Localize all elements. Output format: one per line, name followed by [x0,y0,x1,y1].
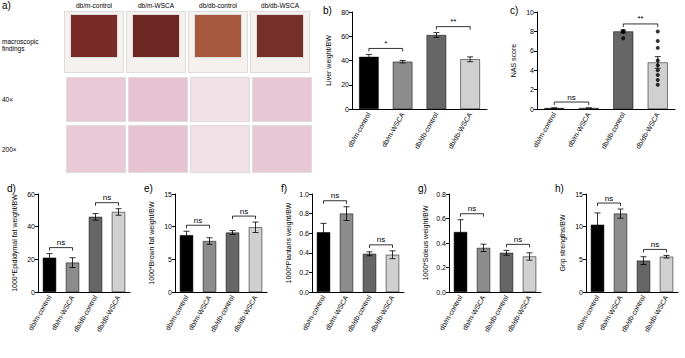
svg-text:db/db-control: db/db-control [620,294,647,333]
svg-text:8: 8 [530,28,534,35]
svg-text:0.2: 0.2 [436,264,446,271]
svg-text:db/db-control: db/db-control [483,294,510,333]
svg-text:5: 5 [168,256,172,263]
svg-text:0.6: 0.6 [299,230,309,237]
svg-text:db/db-control: db/db-control [413,111,440,150]
svg-text:db/m-WSCA: db/m-WSCA [566,111,592,148]
svg-text:db/m-WSCA: db/m-WSCA [187,294,213,331]
svg-text:ns: ns [194,216,202,225]
svg-text:40: 40 [27,223,35,230]
svg-text:db/m-control: db/m-control [164,294,190,332]
svg-text:b): b) [323,5,332,16]
svg-text:0.0: 0.0 [299,289,309,296]
svg-text:1000*Plantaris weight/BW: 1000*Plantaris weight/BW [285,202,293,283]
svg-text:db/db-WSCA: db/db-WSCA [95,294,122,333]
svg-text:ns: ns [651,240,659,249]
svg-text:0: 0 [530,106,534,113]
svg-text:NAS score: NAS score [510,44,517,78]
svg-text:db/m-WSCA: db/m-WSCA [324,294,350,331]
svg-text:db/m-control: db/m-control [532,111,558,149]
svg-text:40: 40 [341,57,349,64]
svg-text:db/db-WSCA: db/db-WSCA [634,111,661,150]
svg-text:5: 5 [579,256,583,263]
svg-text:db/db-WSCA: db/db-WSCA [643,294,670,333]
svg-text:80: 80 [341,9,349,16]
svg-text:ns: ns [468,204,476,213]
html-text:db/db-control: db/db-control [199,2,237,9]
svg-text:db/db-WSCA: db/db-WSCA [369,294,396,333]
svg-text:db/m-control: db/m-control [301,294,327,332]
svg-text:d): d) [7,183,16,194]
svg-text:6: 6 [530,47,534,54]
svg-text:db/m-control: db/m-control [346,111,372,149]
html-text:db/m-WSCA: db/m-WSCA [137,2,175,9]
svg-text:db/db-WSCA: db/db-WSCA [232,294,259,333]
svg-text:15: 15 [164,191,172,198]
svg-text:0.6: 0.6 [436,215,446,222]
svg-text:0.4: 0.4 [299,249,309,256]
svg-text:c): c) [510,5,518,16]
html-text:db/db-WSCA: db/db-WSCA [261,2,299,9]
svg-text:ns: ns [240,207,248,216]
svg-text:0.0: 0.0 [436,289,446,296]
svg-text:ns: ns [567,93,575,102]
svg-text:10: 10 [526,9,534,16]
svg-text:**: ** [637,14,643,23]
svg-text:0.8: 0.8 [436,191,446,198]
svg-text:0: 0 [345,106,349,113]
svg-text:db/db-WSCA: db/db-WSCA [506,294,533,333]
svg-text:0: 0 [31,289,35,296]
svg-text:ns: ns [103,193,111,202]
svg-text:db/m-WSCA: db/m-WSCA [50,294,76,331]
svg-text:60: 60 [341,33,349,40]
svg-text:20: 20 [341,81,349,88]
html-text:macroscopic findings: macroscopic findings [2,38,39,52]
svg-text:2: 2 [530,86,534,93]
svg-text:db/m-control: db/m-control [575,294,601,332]
svg-text:db/m-WSCA: db/m-WSCA [598,294,624,331]
svg-text:ns: ns [57,238,65,247]
svg-text:15: 15 [575,191,583,198]
svg-text:g): g) [418,183,427,194]
svg-text:Liver weight/BW: Liver weight/BW [325,35,333,86]
svg-text:db/m-control: db/m-control [27,294,53,332]
svg-text:e): e) [144,183,153,194]
svg-text:0: 0 [168,289,172,296]
svg-text:1000*Brown fat weight/BW: 1000*Brown fat weight/BW [148,201,156,285]
svg-text:1.0: 1.0 [299,191,309,198]
svg-text:0: 0 [579,289,583,296]
svg-text:20: 20 [27,256,35,263]
svg-text:0.2: 0.2 [299,269,309,276]
svg-text:10: 10 [575,223,583,230]
svg-text:ns: ns [514,235,522,244]
svg-text:db/m-control: db/m-control [438,294,464,332]
svg-text:60: 60 [27,191,35,198]
svg-text:1000*Epididymal fat weight/BW: 1000*Epididymal fat weight/BW [11,194,19,292]
svg-text:Grip strengths/BW: Grip strengths/BW [559,214,567,272]
svg-text:0.4: 0.4 [436,240,446,247]
svg-text:db/db-control: db/db-control [346,294,373,333]
svg-text:**: ** [450,17,456,26]
svg-text:ns: ns [331,191,339,200]
svg-text:db/m-WSCA: db/m-WSCA [461,294,487,331]
svg-text:ns: ns [605,194,613,203]
svg-text:db/db-WSCA: db/db-WSCA [447,111,474,150]
svg-text:h): h) [555,183,564,194]
svg-text:ns: ns [377,235,385,244]
svg-text:*: * [384,39,387,48]
html-text:db/m-control: db/m-control [75,2,113,9]
svg-text:db/db-control: db/db-control [209,294,236,333]
svg-text:10: 10 [164,223,172,230]
svg-text:db/db-control: db/db-control [72,294,99,333]
svg-text:1000*Soleus weight/BW: 1000*Soleus weight/BW [422,205,430,280]
html-text:40×: 40× [2,96,13,103]
html-text:a): a) [2,0,11,11]
svg-text:4: 4 [530,67,534,74]
svg-text:0.8: 0.8 [299,210,309,217]
html-text:200×: 200× [2,146,17,153]
svg-text:db/m-WSCA: db/m-WSCA [380,111,406,148]
svg-text:f): f) [281,183,287,194]
svg-text:db/db-control: db/db-control [600,111,627,150]
